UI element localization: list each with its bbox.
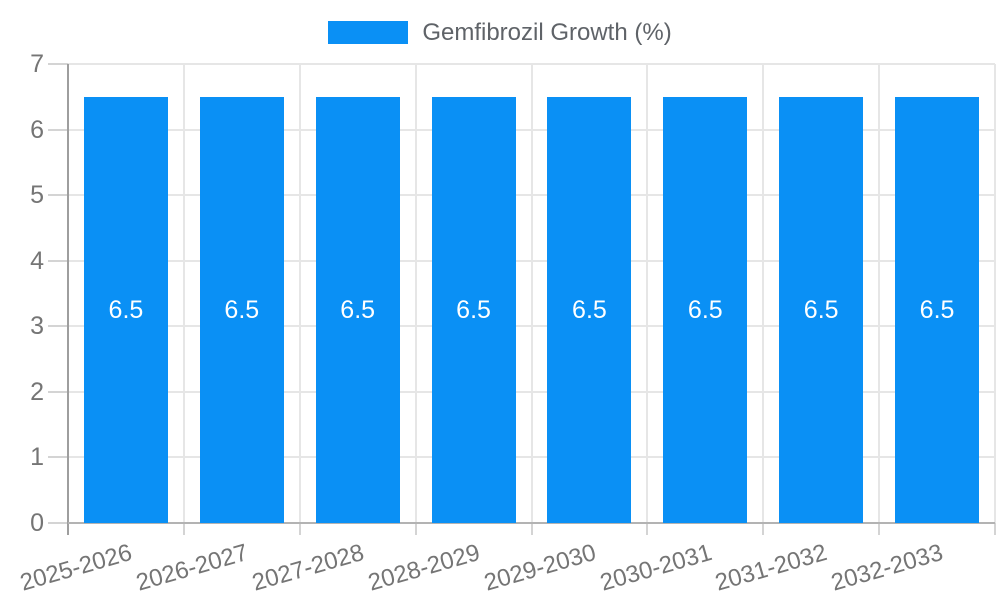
y-tick-label: 7 bbox=[30, 50, 44, 78]
legend-swatch bbox=[328, 21, 409, 44]
x-gridline bbox=[762, 64, 765, 523]
bar-value-label: 6.5 bbox=[456, 295, 491, 324]
x-gridline bbox=[182, 64, 185, 523]
y-tick-label: 5 bbox=[30, 181, 44, 210]
bar-value-label: 6.5 bbox=[224, 295, 260, 324]
y-tick bbox=[48, 63, 68, 65]
y-tick bbox=[48, 456, 68, 459]
x-tick bbox=[182, 523, 185, 535]
bar-value-label: 6.5 bbox=[919, 295, 955, 324]
x-tick-label: 2027-2028 bbox=[249, 539, 367, 597]
y-axis-line bbox=[67, 64, 69, 535]
legend-label: Gemfibrozil Growth (%) bbox=[422, 19, 672, 46]
bar[interactable] bbox=[779, 96, 864, 523]
y-tick bbox=[48, 325, 68, 328]
y-tick bbox=[48, 194, 68, 197]
y-tick-label: 1 bbox=[30, 443, 44, 472]
y-tick bbox=[48, 259, 68, 262]
y-tick bbox=[48, 522, 68, 524]
bar[interactable] bbox=[83, 96, 168, 523]
bar[interactable] bbox=[547, 96, 632, 523]
x-gridline bbox=[530, 64, 533, 523]
y-tick bbox=[48, 390, 68, 393]
x-tick bbox=[298, 523, 301, 535]
y-tick-label: 0 bbox=[30, 509, 44, 537]
bar[interactable] bbox=[315, 96, 400, 523]
x-gridline bbox=[414, 64, 417, 523]
x-tick-label: 2031-2032 bbox=[712, 539, 831, 597]
x-tick bbox=[994, 523, 996, 535]
x-tick-label: 2029-2030 bbox=[480, 539, 599, 597]
x-gridline bbox=[298, 64, 301, 523]
x-tick-label: 2030-2031 bbox=[596, 539, 715, 597]
x-tick bbox=[414, 523, 417, 535]
x-tick bbox=[646, 523, 649, 535]
bar-value-label: 6.5 bbox=[340, 295, 376, 324]
bar-value-label: 6.5 bbox=[803, 295, 839, 324]
bar[interactable] bbox=[431, 96, 516, 523]
x-tick bbox=[530, 523, 533, 535]
x-tick bbox=[878, 523, 881, 535]
y-tick bbox=[48, 128, 68, 131]
y-tick-label: 2 bbox=[30, 377, 44, 406]
bar-value-label: 6.5 bbox=[687, 295, 723, 324]
x-gridline bbox=[646, 64, 649, 523]
bar-value-label: 6.5 bbox=[108, 295, 144, 324]
x-tick-label: 2025-2026 bbox=[17, 539, 136, 597]
y-tick-label: 3 bbox=[30, 312, 44, 341]
x-gridline bbox=[878, 64, 881, 523]
x-tick-label: 2032-2033 bbox=[828, 539, 947, 597]
x-axis-line bbox=[68, 522, 995, 524]
x-tick-label: 2028-2029 bbox=[364, 539, 483, 597]
legend: Gemfibrozil Growth (%) bbox=[0, 20, 1000, 45]
bar[interactable] bbox=[663, 96, 748, 523]
bar[interactable] bbox=[199, 96, 284, 523]
bar-value-label: 6.5 bbox=[572, 295, 607, 324]
bar[interactable] bbox=[895, 96, 980, 523]
x-tick bbox=[762, 523, 765, 535]
x-tick-label: 2026-2027 bbox=[133, 539, 251, 597]
y-tick-label: 4 bbox=[30, 246, 44, 275]
x-gridline bbox=[994, 64, 996, 523]
y-tick-label: 6 bbox=[30, 115, 44, 144]
